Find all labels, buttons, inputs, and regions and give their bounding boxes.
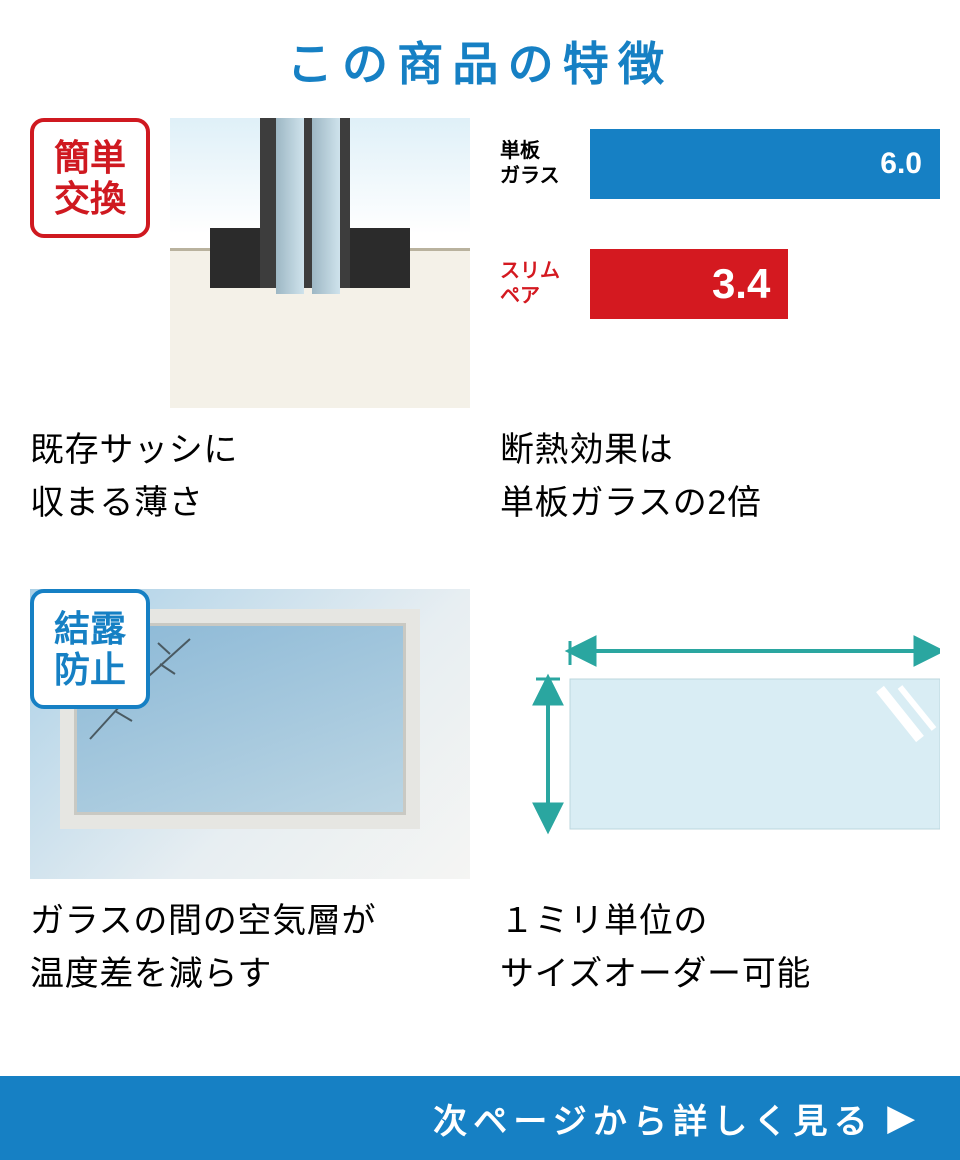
chevron-right-icon: ▶ xyxy=(888,1098,920,1138)
bar-label: 単板ガラス xyxy=(500,139,590,189)
bar-label: スリムペア xyxy=(500,259,590,309)
size-diagram-svg xyxy=(500,589,940,879)
feature3-caption: ガラスの間の空気層が温度差を減らす xyxy=(30,879,470,1000)
badge-text: 簡単交換 xyxy=(54,137,126,220)
feature2-caption: 断熱効果は単板ガラスの2倍 xyxy=(500,408,940,529)
badge-text: 結露防止 xyxy=(54,608,126,691)
bar: 6.0 xyxy=(590,129,940,199)
feature1-caption: 既存サッシに収まる薄さ xyxy=(30,408,470,529)
feature-condensation: 結露防止 ガラスの間の空気層が温度差を減らす xyxy=(30,589,470,1000)
feature3-illustration: 結露防止 xyxy=(30,589,470,879)
bar-row: 単板ガラス6.0 xyxy=(500,118,940,210)
bar-row: スリムペア3.4 xyxy=(500,238,940,330)
feature-insulation: 単板ガラス6.0 スリムペア3.4 断熱効果は単板ガラスの2倍 xyxy=(500,118,940,529)
feature4-caption: １ミリ単位のサイズオーダー可能 xyxy=(500,879,940,1000)
feature1-illustration: 簡単交換 xyxy=(30,118,470,408)
feature-custom-size: １ミリ単位のサイズオーダー可能 xyxy=(500,589,940,1000)
size-diagram xyxy=(500,589,940,879)
next-page-button[interactable]: 次ページから詳しく見る ▶ xyxy=(0,1076,960,1160)
feature-easy-swap: 簡単交換 既存サッシに収まる薄さ xyxy=(30,118,470,529)
insulation-bar-chart: 単板ガラス6.0 スリムペア3.4 xyxy=(500,118,940,408)
page-title: この商品の特徴 xyxy=(0,0,960,118)
feature-grid: 簡単交換 既存サッシに収まる薄さ 単板ガラス6.0 スリムペア3.4 断熱効果は単… xyxy=(0,118,960,1001)
bar: 3.4 xyxy=(590,249,788,319)
badge-condensation: 結露防止 xyxy=(30,589,150,709)
badge-easy-swap: 簡単交換 xyxy=(30,118,150,238)
footer-label: 次ページから詳しく見る xyxy=(433,1094,874,1143)
